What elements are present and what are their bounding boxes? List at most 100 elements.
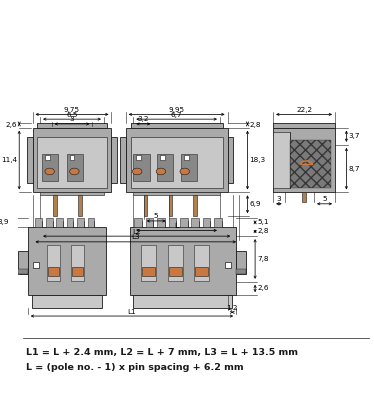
Bar xyxy=(53,195,57,216)
Bar xyxy=(191,218,199,227)
Text: 3,9: 3,9 xyxy=(0,219,9,225)
Ellipse shape xyxy=(132,168,142,175)
Bar xyxy=(184,155,188,160)
Bar xyxy=(227,137,233,183)
Text: L1 = L + 2.4 mm, L2 = L + 7 mm, L3 = L + 13.5 mm: L1 = L + 2.4 mm, L2 = L + 7 mm, L3 = L +… xyxy=(26,348,298,357)
Bar xyxy=(18,251,28,274)
Text: L = (pole no. - 1) x pin spacing + 6.2 mm: L = (pole no. - 1) x pin spacing + 6.2 m… xyxy=(26,363,243,372)
Bar xyxy=(71,266,83,276)
Bar xyxy=(195,266,208,276)
Bar xyxy=(67,218,73,227)
Text: 3,2: 3,2 xyxy=(138,116,149,122)
Text: 11,4: 11,4 xyxy=(1,157,17,163)
Bar xyxy=(31,295,102,308)
Bar xyxy=(134,218,142,227)
Bar xyxy=(126,128,227,192)
Text: 3: 3 xyxy=(70,116,74,122)
Text: 6,9: 6,9 xyxy=(249,201,261,207)
Bar xyxy=(134,192,220,195)
Bar xyxy=(194,245,209,281)
Text: 2,6: 2,6 xyxy=(6,122,17,128)
Text: 6,5: 6,5 xyxy=(66,112,78,118)
Bar xyxy=(160,155,165,160)
Ellipse shape xyxy=(70,168,79,175)
Bar xyxy=(40,192,104,195)
Bar xyxy=(33,262,39,268)
Bar xyxy=(144,195,147,216)
Bar xyxy=(37,123,107,128)
Bar xyxy=(169,195,172,216)
Text: 5,1: 5,1 xyxy=(257,219,269,225)
Bar xyxy=(111,137,117,183)
Bar xyxy=(46,218,52,227)
Bar xyxy=(193,195,197,216)
Bar xyxy=(37,137,107,188)
Bar xyxy=(70,155,74,160)
Bar xyxy=(47,245,60,281)
Bar xyxy=(146,218,153,227)
Bar xyxy=(18,270,28,274)
Bar xyxy=(225,262,232,268)
Text: 7,8: 7,8 xyxy=(257,256,269,262)
Ellipse shape xyxy=(45,168,54,175)
Text: 1,2: 1,2 xyxy=(227,305,238,311)
Bar xyxy=(67,154,83,181)
Bar xyxy=(134,295,232,308)
Bar xyxy=(45,155,50,160)
Bar xyxy=(129,227,236,295)
Bar xyxy=(142,266,155,276)
Bar xyxy=(131,123,223,128)
Text: 8,7: 8,7 xyxy=(348,166,360,172)
Text: 2,8: 2,8 xyxy=(249,122,261,128)
Bar xyxy=(203,218,211,227)
Bar xyxy=(157,218,165,227)
Bar xyxy=(141,245,156,281)
Bar xyxy=(56,218,63,227)
Ellipse shape xyxy=(156,168,166,175)
Ellipse shape xyxy=(180,168,190,175)
Bar xyxy=(136,155,141,160)
Bar xyxy=(48,266,59,276)
Text: 9,95: 9,95 xyxy=(169,107,185,113)
Text: L1: L1 xyxy=(128,309,136,315)
Bar xyxy=(77,218,84,227)
Text: 3: 3 xyxy=(276,196,281,202)
Text: L: L xyxy=(175,223,179,229)
Bar xyxy=(157,154,173,181)
Text: 5: 5 xyxy=(154,214,159,220)
Text: 22,2: 22,2 xyxy=(296,107,312,113)
Bar xyxy=(169,266,182,276)
Bar xyxy=(120,137,126,183)
Bar xyxy=(134,154,150,181)
Bar xyxy=(169,218,176,227)
Bar xyxy=(236,270,246,274)
Bar xyxy=(180,218,188,227)
Text: 9,75: 9,75 xyxy=(64,107,80,113)
Bar xyxy=(88,218,94,227)
Bar xyxy=(273,132,290,188)
Text: L3: L3 xyxy=(131,234,140,240)
Text: 3,7: 3,7 xyxy=(348,133,360,139)
Bar xyxy=(290,140,331,188)
Bar xyxy=(236,251,246,274)
Text: L2: L2 xyxy=(132,229,141,235)
Bar xyxy=(181,154,197,181)
Text: 5: 5 xyxy=(322,196,327,202)
Bar xyxy=(214,218,222,227)
Bar xyxy=(42,154,58,181)
Text: 2,6: 2,6 xyxy=(257,286,269,292)
Text: 6,7: 6,7 xyxy=(171,112,183,118)
Bar xyxy=(71,245,84,281)
Bar xyxy=(168,245,183,281)
Text: 18,3: 18,3 xyxy=(249,157,266,163)
Bar xyxy=(273,123,335,128)
Bar xyxy=(28,227,106,295)
Bar xyxy=(78,195,82,216)
Bar xyxy=(302,192,306,202)
Bar xyxy=(27,137,33,183)
Bar xyxy=(33,128,111,192)
Bar xyxy=(36,218,42,227)
Text: 2,8: 2,8 xyxy=(257,228,269,234)
Bar xyxy=(273,128,335,192)
Bar xyxy=(131,137,223,188)
